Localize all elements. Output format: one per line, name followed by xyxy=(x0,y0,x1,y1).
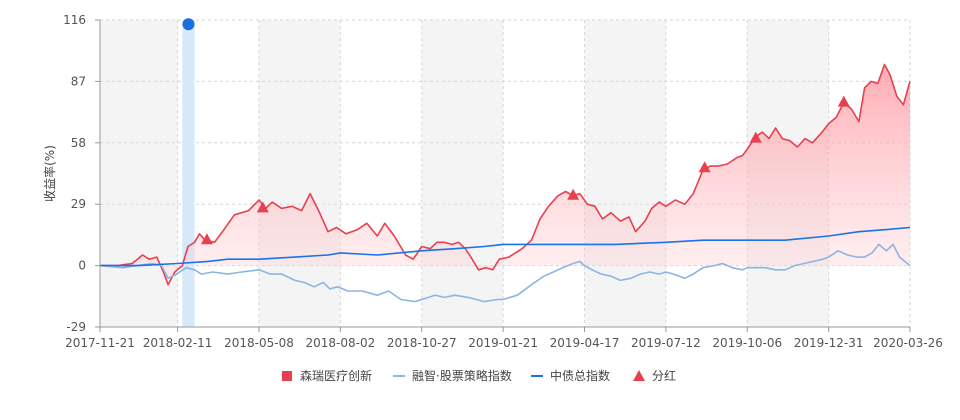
legend-item: 融智·股票策略指数 xyxy=(393,368,512,383)
legend-swatch-triangle xyxy=(633,370,645,381)
legend-label: 分红 xyxy=(652,368,676,383)
dividend-marker xyxy=(698,161,711,173)
dividend-marker xyxy=(837,95,850,107)
dividend-marker xyxy=(200,233,213,245)
y-axis-label: 收益率(%) xyxy=(42,145,57,202)
band xyxy=(421,20,504,327)
legend-label: 中债总指数 xyxy=(550,368,610,383)
legend-item: 分红 xyxy=(633,368,676,383)
x-tick-label: 2019-07-12 xyxy=(631,336,701,350)
x-tick-label: 2019-10-06 xyxy=(712,336,782,350)
series-lines xyxy=(99,63,911,303)
y-tick-label: 29 xyxy=(71,197,86,211)
y-tick-label: 0 xyxy=(78,259,86,273)
dividend-marker xyxy=(567,188,580,200)
x-tick-label: 2018-05-08 xyxy=(224,336,294,350)
x-tick-label: 2018-10-27 xyxy=(387,336,457,350)
highlight-band xyxy=(182,18,195,327)
highlight-region xyxy=(182,20,195,327)
x-tick-label: 2018-08-02 xyxy=(305,336,375,350)
series-line-0 xyxy=(100,63,911,286)
y-tick-label: 87 xyxy=(71,74,86,88)
y-tick-labels: -29 0 29 58 87 116 xyxy=(63,13,100,334)
highlight-marker-dot xyxy=(182,18,195,31)
x-tick-labels: 2017-11-21 2018-02-11 2018-05-08 2018-08-02… xyxy=(65,327,943,350)
band xyxy=(258,20,341,327)
legend: 森瑞医疗创新 融智·股票策略指数 中债总指数 分红 xyxy=(282,368,676,383)
legend-label: 融智·股票策略指数 xyxy=(412,368,512,383)
axes xyxy=(99,20,910,328)
x-tick-label: 2017-11-21 xyxy=(65,336,135,350)
series-area-0 xyxy=(100,64,910,285)
x-tick-label: 2020-03-26 xyxy=(873,336,943,350)
x-tick-label: 2019-12-31 xyxy=(794,336,864,350)
band xyxy=(584,20,666,327)
dividend-marker xyxy=(256,201,269,213)
legend-item: 森瑞医疗创新 xyxy=(282,368,372,383)
y-tick-label: 58 xyxy=(71,136,86,150)
y-tick-label: -29 xyxy=(66,320,86,334)
legend-swatch-square xyxy=(282,371,292,381)
y-tick-label: 116 xyxy=(63,13,86,27)
x-tick-label: 2019-01-21 xyxy=(468,336,538,350)
series-line-1 xyxy=(99,243,911,303)
legend-label: 森瑞医疗创新 xyxy=(300,368,372,383)
series-line-2 xyxy=(100,226,911,267)
dividend-marker xyxy=(749,131,762,143)
x-tick-label: 2018-02-11 xyxy=(143,336,213,350)
series-areas xyxy=(100,64,910,285)
legend-item: 中债总指数 xyxy=(531,368,610,383)
dividend-markers xyxy=(200,95,850,245)
x-tick-label: 2019-04-17 xyxy=(550,336,620,350)
